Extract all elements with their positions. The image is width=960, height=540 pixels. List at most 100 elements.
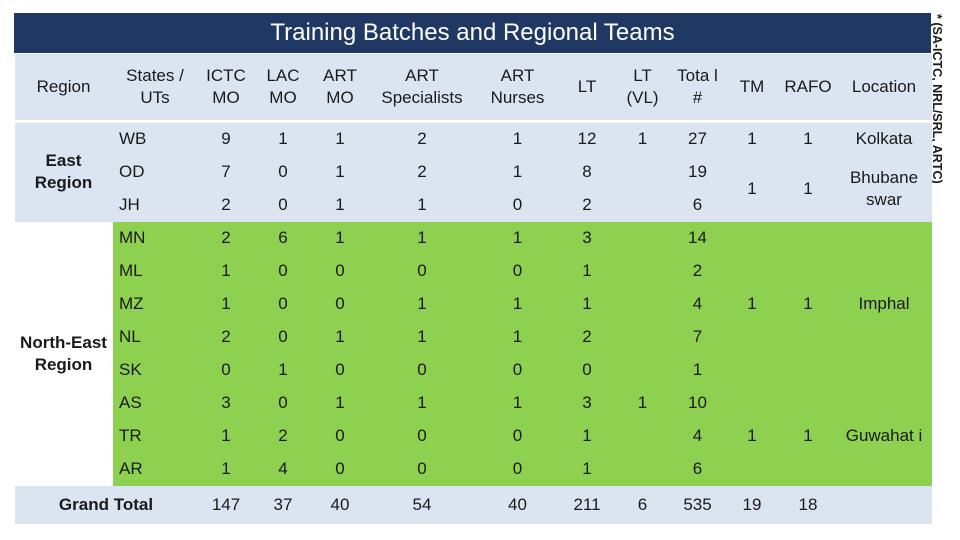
- art-nurses-cell: 1: [475, 155, 560, 189]
- header-lt-vl: LT (VL): [614, 53, 671, 123]
- art-spec-total: 54: [368, 485, 476, 524]
- lt-total: 211: [559, 485, 615, 524]
- tm-cell: 1: [724, 386, 780, 486]
- lt-vl-cell: [614, 353, 671, 387]
- table-row: SK 0 1 0 0 0 0 1: [15, 353, 932, 387]
- table-row: NL 2 0 1 1 1 2 7: [15, 320, 932, 354]
- state-cell: WB: [112, 121, 198, 156]
- rafo-cell: 1: [779, 221, 837, 387]
- tm-cell: 1: [724, 121, 780, 156]
- lac-total: 37: [254, 485, 312, 524]
- location-cell: Bhubane swar: [836, 155, 932, 222]
- ictc-cell: 1: [197, 419, 255, 453]
- ictc-cell: 1: [197, 452, 255, 486]
- total-cell: 6: [670, 452, 725, 486]
- art-spec-cell: 0: [368, 452, 476, 486]
- ictc-cell: 2: [197, 221, 255, 255]
- art-nurses-cell: 1: [475, 221, 560, 255]
- art-mo-cell: 0: [311, 287, 369, 321]
- lac-cell: 0: [254, 287, 312, 321]
- state-cell: OD: [112, 155, 198, 189]
- state-cell: JH: [112, 188, 198, 222]
- table-row: JH 2 0 1 1 0 2 6: [15, 188, 932, 222]
- header-states: States / UTs: [112, 53, 198, 123]
- total-cell: 10: [670, 386, 725, 420]
- lac-cell: 1: [254, 121, 312, 156]
- table-row: TR 1 2 0 0 0 1 4: [15, 419, 932, 453]
- rafo-total: 18: [779, 485, 837, 524]
- art-mo-cell: 1: [311, 386, 369, 420]
- ictc-cell: 1: [197, 287, 255, 321]
- table-row: East Region WB 9 1 1 2 1 12 1 27 1 1 Kol…: [14, 121, 932, 222]
- state-cell: AS: [112, 386, 198, 420]
- header-lt: LT: [559, 53, 615, 123]
- lt-cell: 8: [559, 155, 615, 189]
- art-nurses-cell: 1: [475, 386, 560, 420]
- ictc-cell: 0: [197, 353, 255, 387]
- art-nurses-cell: 1: [475, 121, 560, 156]
- art-spec-cell: 0: [368, 254, 476, 288]
- total-cell: 14: [670, 221, 725, 255]
- location-total: [836, 485, 932, 524]
- state-cell: MN: [112, 221, 198, 255]
- art-nurses-cell: 0: [475, 254, 560, 288]
- art-spec-cell: 1: [368, 287, 476, 321]
- header-rafo: RAFO: [779, 53, 837, 123]
- lac-cell: 0: [254, 254, 312, 288]
- lac-cell: 0: [254, 188, 312, 222]
- table-row: OD 7 0 1 2 1 8 19 1 1 Bhubane swar: [15, 155, 932, 222]
- art-nurses-cell: 0: [475, 419, 560, 453]
- lt-vl-cell: 1: [614, 121, 671, 156]
- header-lac: LAC MO: [254, 53, 312, 123]
- location-cell: Kolkata: [836, 121, 932, 156]
- art-nurses-cell: 1: [475, 287, 560, 321]
- rafo-cell: 1: [779, 155, 837, 222]
- header-region: Region: [14, 53, 113, 123]
- art-spec-cell: 0: [368, 419, 476, 453]
- lac-cell: 0: [254, 155, 312, 189]
- location-cell: Guwahat i: [836, 386, 932, 486]
- art-mo-cell: 0: [311, 254, 369, 288]
- total-cell: 2: [670, 254, 725, 288]
- art-mo-total: 40: [311, 485, 369, 524]
- training-table: Region States / UTs ICTC MO LAC MO ART M…: [14, 53, 932, 524]
- table-row: North-East Region MN 2 6 1 1 1 3 14 1 1 …: [14, 221, 932, 486]
- state-cell: ML: [112, 254, 198, 288]
- page-title: Training Batches and Regional Teams: [14, 13, 931, 53]
- lac-cell: 4: [254, 452, 312, 486]
- total-total: 535: [670, 485, 725, 524]
- lt-cell: 1: [559, 419, 615, 453]
- art-spec-cell: 1: [368, 320, 476, 354]
- lt-cell: 3: [559, 221, 615, 255]
- lt-vl-cell: [614, 320, 671, 354]
- art-nurses-cell: 0: [475, 452, 560, 486]
- ictc-cell: 2: [197, 320, 255, 354]
- location-cell: Imphal: [836, 221, 932, 387]
- ictc-cell: 1: [197, 254, 255, 288]
- rafo-cell: 1: [779, 386, 837, 486]
- side-note: * (SA-ICTC, NRL/SRL, ARTC): [930, 14, 958, 214]
- total-cell: 7: [670, 320, 725, 354]
- lt-cell: 1: [559, 452, 615, 486]
- state-cell: AR: [112, 452, 198, 486]
- tm-cell: 1: [724, 221, 780, 387]
- lac-cell: 2: [254, 419, 312, 453]
- art-spec-cell: 2: [368, 121, 476, 156]
- lt-cell: 2: [559, 320, 615, 354]
- tm-total: 19: [724, 485, 780, 524]
- total-cell: 4: [670, 419, 725, 453]
- lt-cell: 1: [559, 254, 615, 288]
- rafo-cell: 1: [779, 121, 837, 156]
- lt-cell: 1: [559, 287, 615, 321]
- header-art-nurses: ART Nurses: [475, 53, 560, 123]
- art-nurses-cell: 0: [475, 353, 560, 387]
- header-tm: TM: [724, 53, 780, 123]
- lt-cell: 0: [559, 353, 615, 387]
- art-mo-cell: 1: [311, 320, 369, 354]
- lt-vl-cell: [614, 287, 671, 321]
- total-cell: 19: [670, 155, 725, 189]
- art-mo-cell: 1: [311, 121, 369, 156]
- lac-cell: 1: [254, 353, 312, 387]
- lac-cell: 6: [254, 221, 312, 255]
- header-ictc: ICTC MO: [197, 53, 255, 123]
